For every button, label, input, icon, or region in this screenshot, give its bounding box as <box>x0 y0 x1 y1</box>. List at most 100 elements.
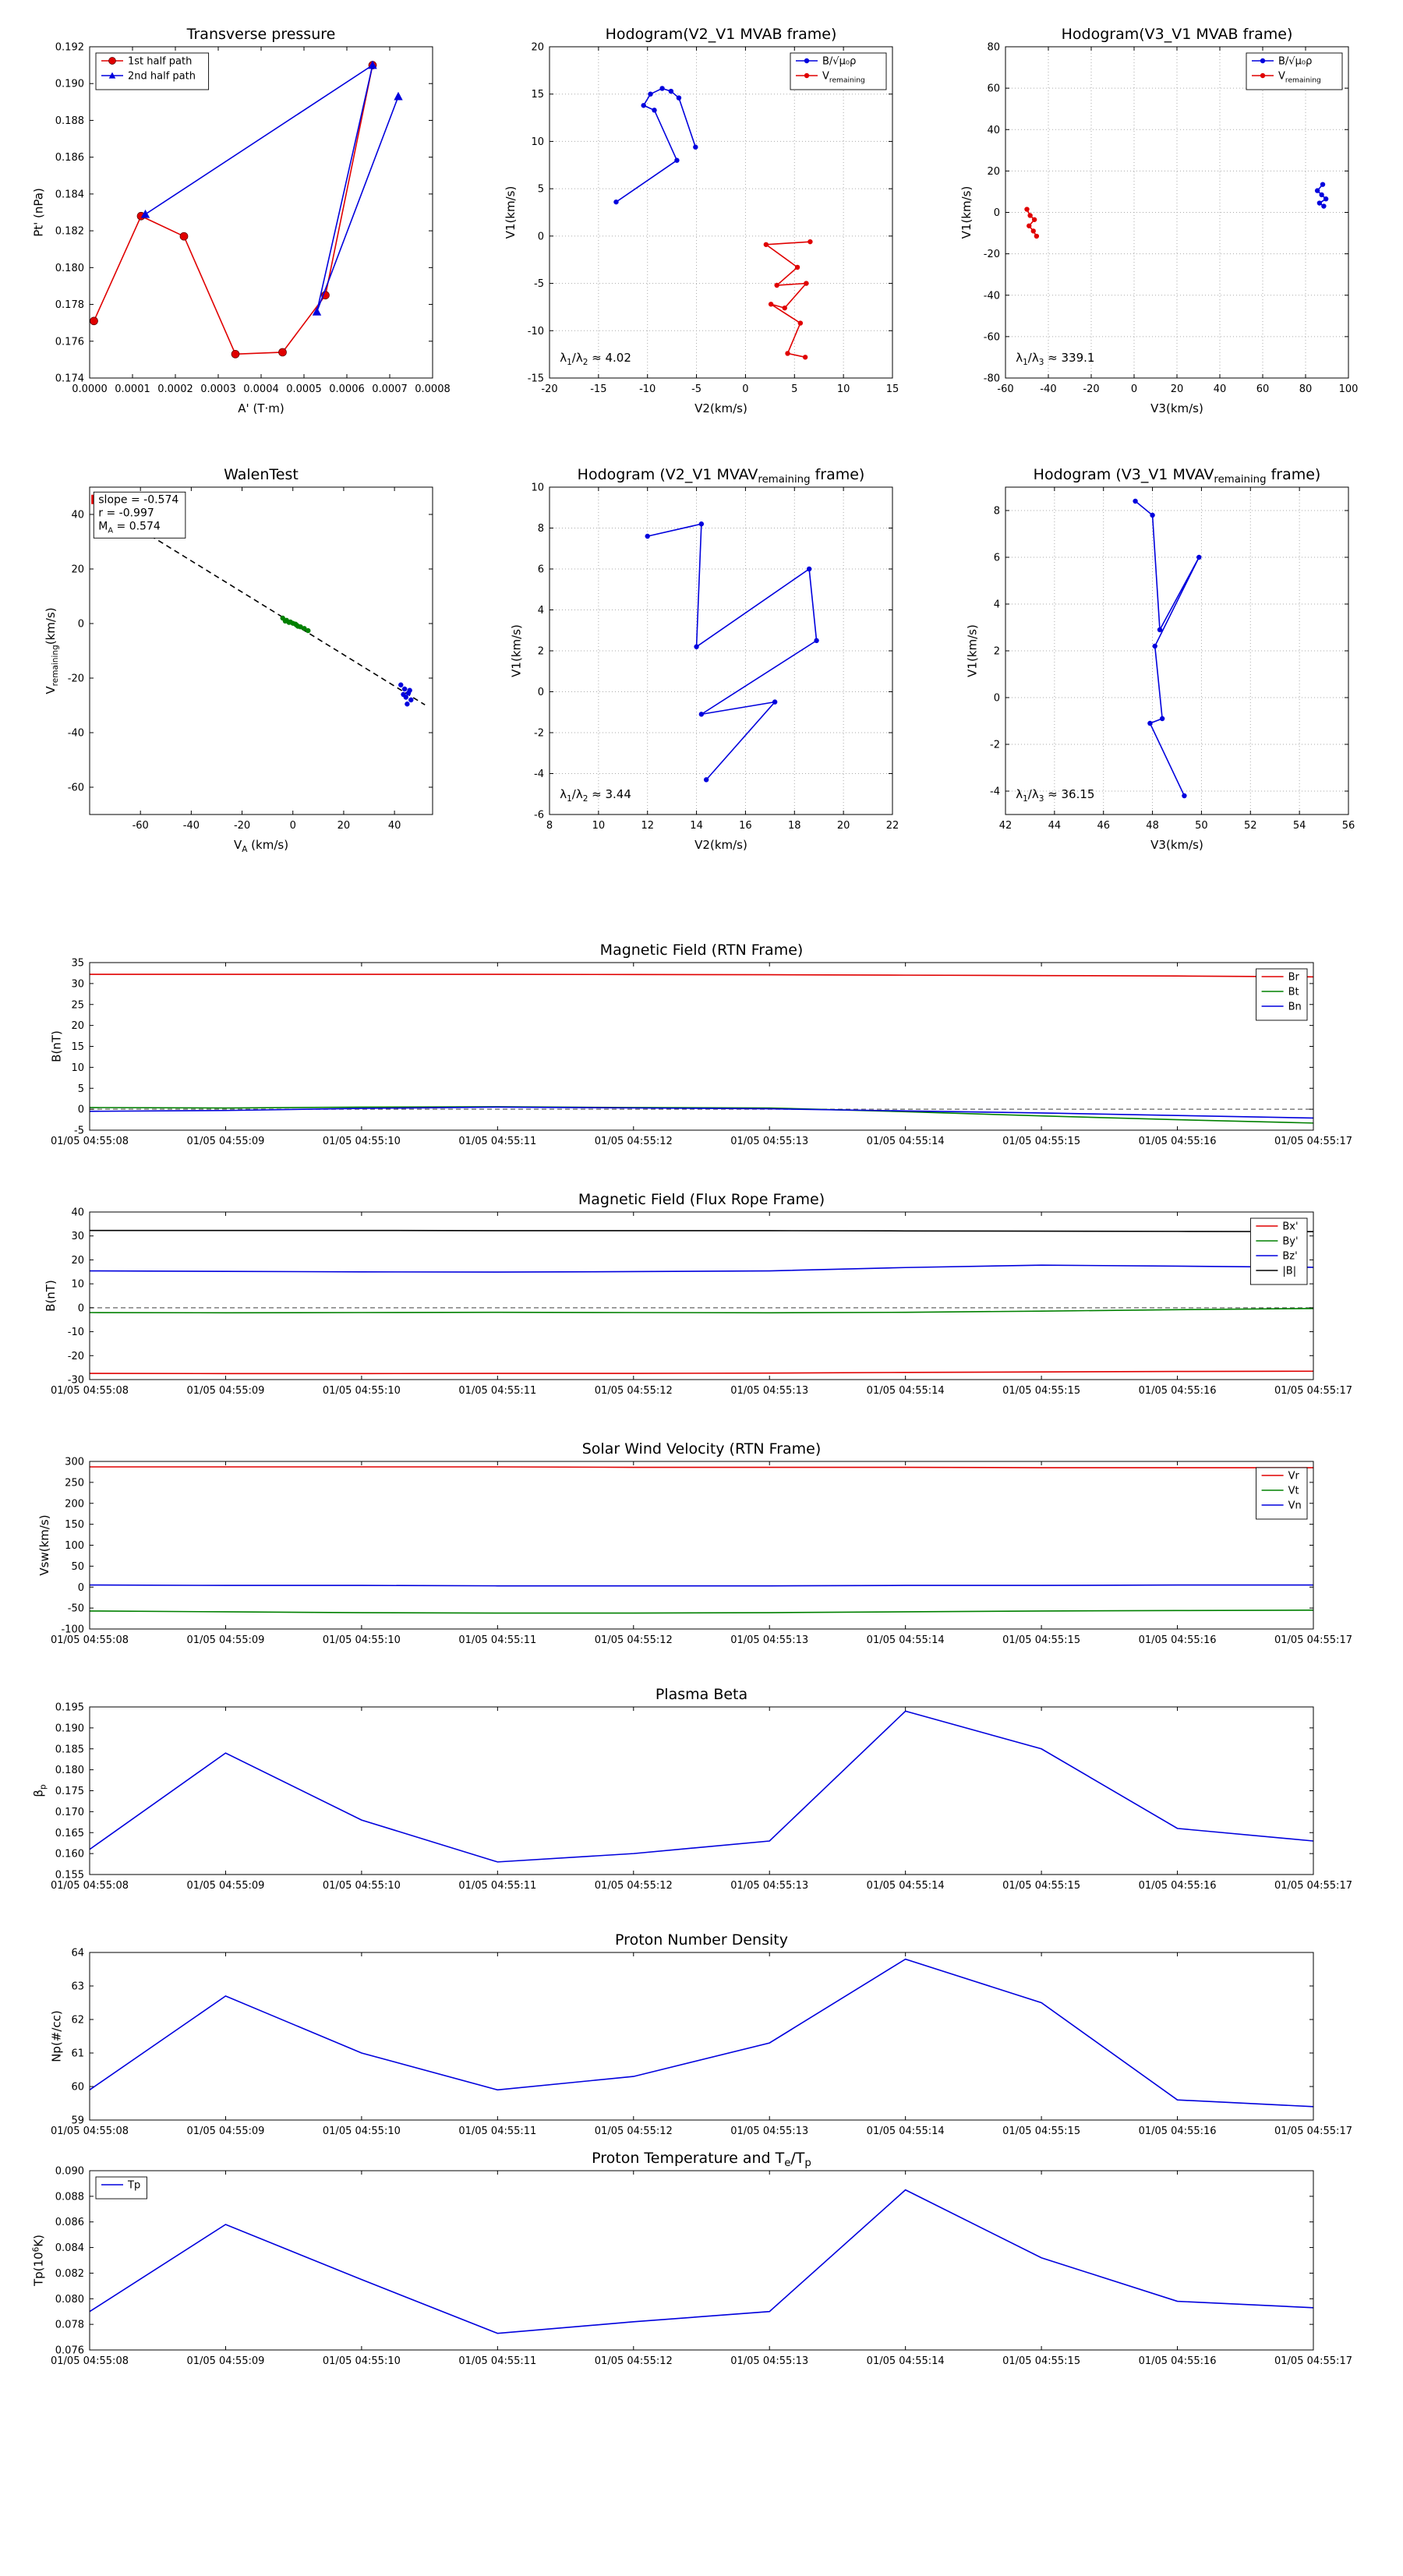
x-tick-label: 0.0008 <box>415 383 451 395</box>
y-tick-label: -2 <box>990 740 1000 751</box>
panel-hodogram-v2v1-mvav: 8 10 12 14 16 18 20 22 -6 -4 -2 0 2 4 6 8 10 Hodogram (V2… <box>510 466 899 852</box>
x-tick-label: 01/05 04:55:15 <box>1002 1634 1080 1646</box>
x-tick-label: 01/05 04:55:14 <box>867 1634 945 1646</box>
y-tick-label: -20 <box>68 1351 84 1362</box>
y-tick-label: 61 <box>71 2048 84 2060</box>
legend-label: Vremaining <box>1278 71 1321 85</box>
y-axis-label: V1(km/s) <box>510 624 524 677</box>
y-tick-label: 10 <box>71 1279 84 1291</box>
x-axis-label: V2(km/s) <box>694 401 747 415</box>
x-tick-label: 10 <box>592 820 606 832</box>
chart-title: Hodogram(V2_V1 MVAB frame) <box>606 26 837 43</box>
series-1st half path <box>93 65 373 355</box>
x-tick-label: 54 <box>1293 820 1306 832</box>
x-tick-label: 80 <box>1299 383 1313 395</box>
x-tick-label: 01/05 04:55:17 <box>1274 1634 1352 1646</box>
y-tick-label: 0.170 <box>55 1807 84 1818</box>
annotation-line: r = -0.997 <box>98 507 154 519</box>
x-tick-label: 01/05 04:55:15 <box>1002 2125 1080 2137</box>
x-tick-label: 40 <box>388 820 401 832</box>
y-tick-label: 50 <box>71 1561 84 1573</box>
y-tick-label: 300 <box>65 1457 84 1468</box>
x-tick-label: 01/05 04:55:12 <box>595 2125 673 2137</box>
y-tick-label: 40 <box>987 125 1000 136</box>
x-tick-label: 01/05 04:55:11 <box>458 1634 536 1646</box>
y-tick-label: 0.186 <box>55 152 84 164</box>
y-tick-label: 0.174 <box>55 373 84 385</box>
annotation-line: MA = 0.574 <box>98 520 161 535</box>
series-Bn <box>89 1106 1314 1119</box>
x-tick-label: 8 <box>546 820 553 832</box>
y-axis-label: Tp(106K) <box>32 2235 46 2287</box>
x-tick-label: 0.0005 <box>286 383 322 395</box>
y-axis-label: B(nT) <box>50 1030 64 1062</box>
y-tick-label: 0.195 <box>55 1702 84 1714</box>
x-tick-label: -60 <box>997 383 1013 395</box>
y-tick-label: 8 <box>994 506 1000 518</box>
x-tick-label: 10 <box>837 383 850 395</box>
x-tick-label: 44 <box>1048 820 1062 832</box>
legend: Bx' By' Bz' |B| <box>1249 1217 1308 1285</box>
y-tick-label: 0.155 <box>55 1870 84 1882</box>
legend-label: Bz' <box>1282 1251 1297 1263</box>
y-tick-label: 0 <box>994 207 1000 219</box>
x-tick-label: 15 <box>886 383 899 395</box>
y-tick-label: 2 <box>538 646 544 658</box>
y-tick-label: -60 <box>68 783 84 794</box>
x-tick-label: 46 <box>1097 820 1110 832</box>
y-axis-label: B(nT) <box>44 1280 58 1312</box>
x-tick-label: -20 <box>1083 383 1099 395</box>
chart-title: Hodogram(V3_V1 MVAB frame) <box>1062 26 1293 43</box>
x-tick-label: 01/05 04:55:14 <box>867 2125 945 2137</box>
x-tick-label: 100 <box>1339 383 1359 395</box>
x-tick-label: 01/05 04:55:09 <box>186 2125 264 2137</box>
y-tick-label: -5 <box>74 1125 84 1137</box>
y-tick-label: 0.078 <box>55 2320 84 2331</box>
x-tick-label: 01/05 04:55:09 <box>186 1385 264 1397</box>
series-Np <box>89 1958 1314 2108</box>
x-tick-label: 20 <box>837 820 850 832</box>
x-tick-label: 01/05 04:55:09 <box>186 1634 264 1646</box>
legend-label: Vt <box>1288 1486 1299 1497</box>
y-tick-label: 63 <box>71 1981 84 1993</box>
x-tick-label: 0 <box>742 383 748 395</box>
chart-title: Transverse pressure <box>186 26 336 43</box>
y-tick-label: -30 <box>68 1375 84 1387</box>
y-tick-label: -4 <box>534 769 544 780</box>
x-tick-label: 01/05 04:55:14 <box>867 2355 945 2367</box>
x-tick-label: 01/05 04:55:08 <box>51 1385 129 1397</box>
chart-title: Solar Wind Velocity (RTN Frame) <box>582 1440 822 1458</box>
x-tick-label: 0 <box>290 820 296 832</box>
x-tick-label: 48 <box>1146 820 1159 832</box>
y-tick-label: 4 <box>538 605 544 617</box>
y-tick-label: -40 <box>68 728 84 740</box>
y-tick-label: -10 <box>68 1327 84 1338</box>
y-tick-label: 0.175 <box>55 1786 84 1797</box>
series-|B| <box>90 1229 1314 1232</box>
y-tick-label: 250 <box>65 1477 84 1489</box>
x-tick-label: 01/05 04:55:14 <box>867 1385 945 1397</box>
y-tick-label: 200 <box>65 1498 84 1510</box>
y-tick-label: -15 <box>528 373 544 385</box>
series-By' <box>89 1307 1314 1314</box>
y-tick-label: -10 <box>528 326 544 337</box>
x-tick-label: -20 <box>234 820 250 832</box>
chart-title: Magnetic Field (Flux Rope Frame) <box>578 1191 825 1208</box>
panel-magnetic-field-rtn: 01/05 04:55:08 01/05 04:55:09 01/05 04:55:… <box>50 942 1352 1147</box>
y-tick-label: 0.178 <box>55 299 84 311</box>
x-axis-label: V2(km/s) <box>694 838 747 852</box>
x-tick-label: 0.0007 <box>372 383 408 395</box>
y-axis-label: V1(km/s) <box>966 624 980 677</box>
y-tick-label: 0.188 <box>55 115 84 127</box>
x-tick-label: 01/05 04:55:08 <box>51 1880 129 1892</box>
x-tick-label: 01/05 04:55:10 <box>323 1385 401 1397</box>
legend-label: |B| <box>1282 1266 1296 1277</box>
series-B/√μ₀ρ <box>616 87 697 203</box>
y-tick-label: 8 <box>538 523 544 535</box>
chart-title: Proton Temperature and Te/Tp <box>592 2150 811 2169</box>
annotation: λ1/λ2 ≈ 4.02 <box>560 351 631 367</box>
y-tick-label: -5 <box>534 278 544 290</box>
y-tick-label: 4 <box>994 599 1000 611</box>
legend: Tp <box>95 2176 147 2200</box>
x-tick-label: 01/05 04:55:17 <box>1274 1880 1352 1892</box>
